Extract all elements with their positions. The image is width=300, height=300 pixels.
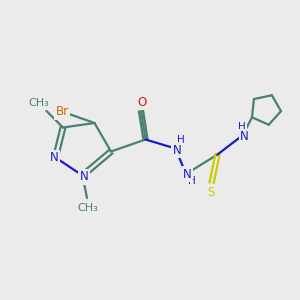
Text: N: N (240, 130, 249, 143)
Text: N: N (183, 167, 192, 181)
Text: H: H (238, 122, 245, 132)
Text: N: N (172, 143, 182, 157)
Text: S: S (207, 185, 214, 199)
Text: CH₃: CH₃ (77, 202, 98, 213)
Text: H: H (188, 176, 196, 187)
Text: N: N (50, 151, 58, 164)
Text: H: H (177, 135, 185, 145)
Text: CH₃: CH₃ (28, 98, 50, 108)
Text: N: N (80, 170, 88, 184)
Text: Br: Br (56, 105, 69, 118)
Text: O: O (137, 95, 146, 109)
